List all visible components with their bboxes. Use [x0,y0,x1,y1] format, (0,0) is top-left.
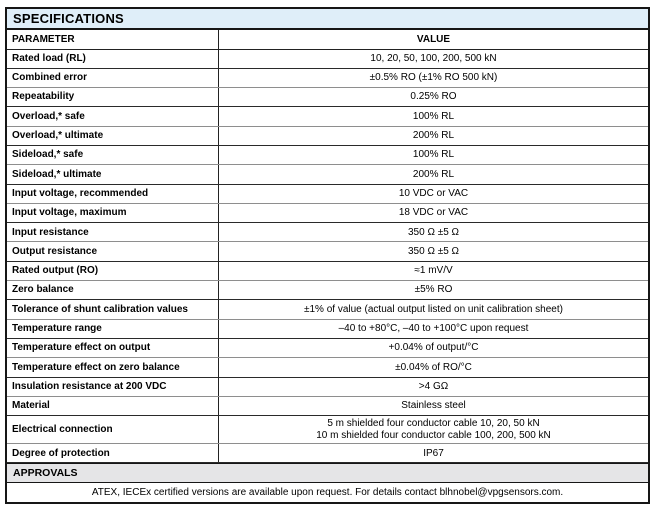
parameter-cell: Temperature effect on output [7,338,219,358]
parameter-cell: Output resistance [7,242,219,261]
table-row-output-resistance: Output resistance 350 Ω ±5 Ω [7,242,648,262]
value-cell: 0.25% RO [410,91,457,103]
column-header-row: PARAMETER VALUE [7,30,648,50]
table-row-zero-balance: Zero balance ±5% RO [7,281,648,301]
value-cell: 10 VDC or VAC [398,187,469,199]
value-cell: 350 Ω ±5 Ω [407,245,460,257]
value-cell: 100% RL [412,149,455,161]
value-line-1: 5 m shielded four conductor cable 10, 20… [327,418,540,430]
parameter-cell: Repeatability [7,88,219,107]
value-cell: ≈1 mV/V [414,265,453,277]
table-row-overload-safe: Overload,* safe 100% RL [7,107,648,127]
parameter-cell: Rated load (RL) [7,49,219,68]
parameter-cell: Temperature effect on zero balance [7,358,219,377]
specifications-table: SPECIFICATIONS PARAMETER VALUE Rated loa… [5,7,650,505]
parameter-cell: Input voltage, maximum [7,203,219,223]
table-row-temperature-effect-zero: Temperature effect on zero balance ±0.04… [7,358,648,378]
table-row-combined-error: Combined error ±0.5% RO (±1% RO 500 kN) [7,68,648,89]
table-row-rated-load: Rated load (RL) 10, 20, 50, 100, 200, 50… [7,49,648,69]
table-row-degree-of-protection: Degree of protection IP67 [7,444,648,464]
value-cell: 350 Ω ±5 Ω [407,226,460,238]
table-row-insulation-resistance: Insulation resistance at 200 VDC >4 GΩ [7,377,648,397]
parameter-cell: Sideload,* safe [7,145,219,165]
parameter-cell: Rated output (RO) [7,261,219,281]
value-cell: >4 GΩ [418,380,449,392]
value-cell: ±5% RO [414,284,453,296]
parameter-cell: Input resistance [7,223,219,242]
table-row-sideload-ultimate: Sideload,* ultimate 200% RL [7,165,648,185]
parameter-cell: Zero balance [7,281,219,300]
table-row-rated-output: Rated output (RO) ≈1 mV/V [7,261,648,282]
approvals-note-row: ATEX, IECEx certified versions are avail… [7,483,648,502]
table-row-sideload-safe: Sideload,* safe 100% RL [7,145,648,166]
table-row-electrical-connection: Electrical connection 5 m shielded four … [7,416,648,445]
specifications-title: SPECIFICATIONS [13,11,124,26]
parameter-cell: Material [7,396,219,416]
value-cell: ±1% of value (actual output listed on un… [304,303,563,315]
specifications-header-band: SPECIFICATIONS [7,9,648,30]
table-row-input-voltage-recommended: Input voltage, recommended 10 VDC or VAC [7,184,648,204]
parameter-cell: Insulation resistance at 200 VDC [7,377,219,396]
table-body: Rated load (RL) 10, 20, 50, 100, 200, 50… [7,49,648,464]
value-cell: IP67 [423,447,444,459]
table-row-repeatability: Repeatability 0.25% RO [7,88,648,108]
table-row-material: Material Stainless steel [7,396,648,417]
table-row-input-voltage-maximum: Input voltage, maximum 18 VDC or VAC [7,203,648,224]
parameter-cell: Temperature range [7,319,219,338]
column-header-parameter: PARAMETER [7,30,219,49]
approvals-title: APPROVALS [13,467,78,480]
column-header-value: VALUE [416,33,451,45]
value-cell: 200% RL [412,130,455,142]
value-cell: Stainless steel [401,400,466,412]
value-cell: ±0.5% RO (±1% RO 500 kN) [369,72,498,84]
parameter-cell: Overload,* ultimate [7,126,219,145]
parameter-cell: Electrical connection [7,416,219,444]
value-cell: 5 m shielded four conductor cable 10, 20… [219,416,648,443]
parameter-cell: Input voltage, recommended [7,184,219,203]
parameter-cell: Sideload,* ultimate [7,165,219,184]
table-row-temperature-range: Temperature range –40 to +80°C, –40 to +… [7,319,648,339]
value-cell: 200% RL [412,168,455,180]
value-cell: –40 to +80°C, –40 to +100°C upon request [338,323,529,335]
parameter-cell: Combined error [7,68,219,88]
value-cell: 100% RL [412,110,455,122]
table-row-overload-ultimate: Overload,* ultimate 200% RL [7,126,648,146]
value-cell: +0.04% of output/°C [388,342,479,354]
approvals-note: ATEX, IECEx certified versions are avail… [91,487,564,499]
value-cell: ±0.04% of RO/°C [395,361,472,373]
table-row-shunt-calibration-tolerance: Tolerance of shunt calibration values ±1… [7,300,648,320]
parameter-cell: Tolerance of shunt calibration values [7,300,219,319]
approvals-header-band: APPROVALS [7,463,648,484]
value-cell: 18 VDC or VAC [398,207,469,219]
value-line-2: 10 m shielded four conductor cable 100, … [316,429,551,441]
parameter-cell: Overload,* safe [7,107,219,126]
table-row-temperature-effect-output: Temperature effect on output +0.04% of o… [7,338,648,359]
value-cell: 10, 20, 50, 100, 200, 500 kN [370,52,497,64]
parameter-cell: Degree of protection [7,444,219,463]
table-row-input-resistance: Input resistance 350 Ω ±5 Ω [7,223,648,243]
